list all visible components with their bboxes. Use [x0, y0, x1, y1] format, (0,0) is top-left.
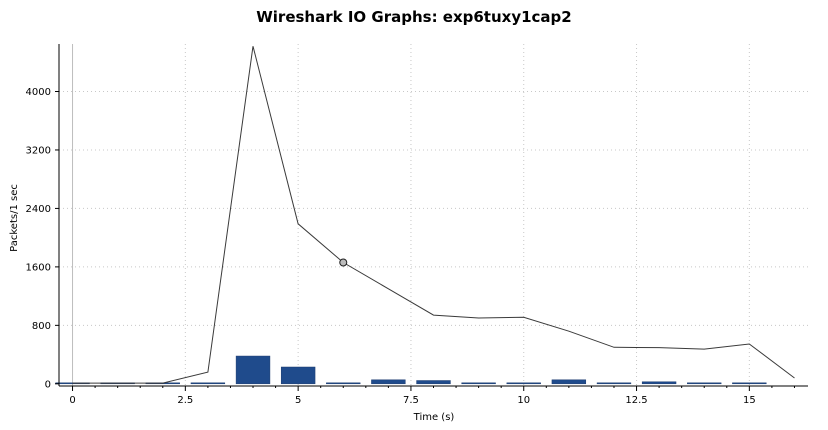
- bar: [371, 379, 406, 385]
- x-axis-label: Time (s): [413, 412, 455, 423]
- bar: [506, 382, 541, 385]
- bar: [280, 366, 316, 385]
- bar: [326, 382, 361, 385]
- bar: [551, 379, 587, 385]
- bar: [732, 382, 767, 385]
- axes: [58, 44, 808, 387]
- grid: [59, 44, 808, 386]
- bar: [641, 381, 677, 385]
- bar: [235, 355, 271, 385]
- point-marker[interactable]: [339, 258, 348, 267]
- y-tick-label: 0: [45, 379, 51, 390]
- bar: [416, 380, 451, 385]
- y-tick-label: 800: [32, 321, 51, 332]
- y-tick-label: 2400: [26, 204, 51, 215]
- line-series: [72, 46, 795, 384]
- x-tick-label: 5: [295, 395, 301, 406]
- x-tick-label: 0: [69, 395, 75, 406]
- chart-title: Wireshark IO Graphs: exp6tuxy1cap2: [256, 8, 572, 26]
- y-tick-label: 3200: [26, 145, 51, 156]
- marker-layer: [339, 258, 348, 267]
- series-line: [72, 46, 795, 384]
- y-tick-label: 4000: [26, 87, 51, 98]
- bar: [461, 382, 496, 385]
- bar: [596, 382, 632, 385]
- bar: [687, 382, 722, 385]
- x-tick-label: 15: [743, 395, 756, 406]
- x-tick-label: 7.5: [403, 395, 419, 406]
- bar: [190, 382, 226, 385]
- y-axis-label: Packets/1 sec: [9, 184, 20, 252]
- x-tick-label: 10: [517, 395, 530, 406]
- x-tick-label: 2.5: [177, 395, 193, 406]
- y-tick-label: 1600: [26, 262, 51, 273]
- ticks: 0 800 1600 2400 3200 4000 0 2.5 5 7.5 10 12.5 15: [26, 87, 795, 406]
- x-tick-label: 12.5: [625, 395, 647, 406]
